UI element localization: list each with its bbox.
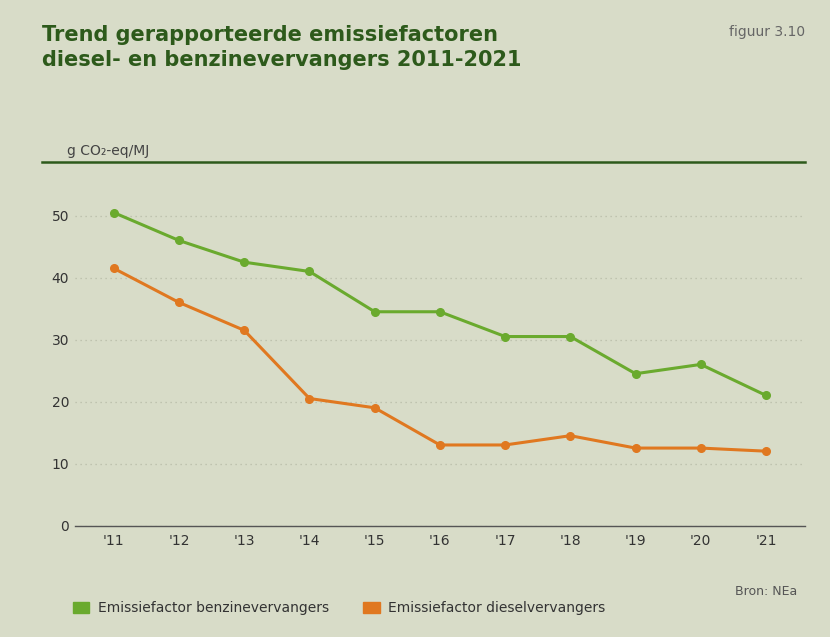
Legend: Emissiefactor benzinevervangers, Emissiefactor dieselvervangers: Emissiefactor benzinevervangers, Emissie… [67, 596, 611, 621]
Text: figuur 3.10: figuur 3.10 [729, 25, 805, 39]
Text: Trend gerapporteerde emissiefactoren
diesel- en benzinevervangers 2011-2021: Trend gerapporteerde emissiefactoren die… [42, 25, 521, 70]
Text: Bron: NEa: Bron: NEa [735, 585, 797, 598]
Text: g CO₂-eq/MJ: g CO₂-eq/MJ [67, 144, 149, 158]
